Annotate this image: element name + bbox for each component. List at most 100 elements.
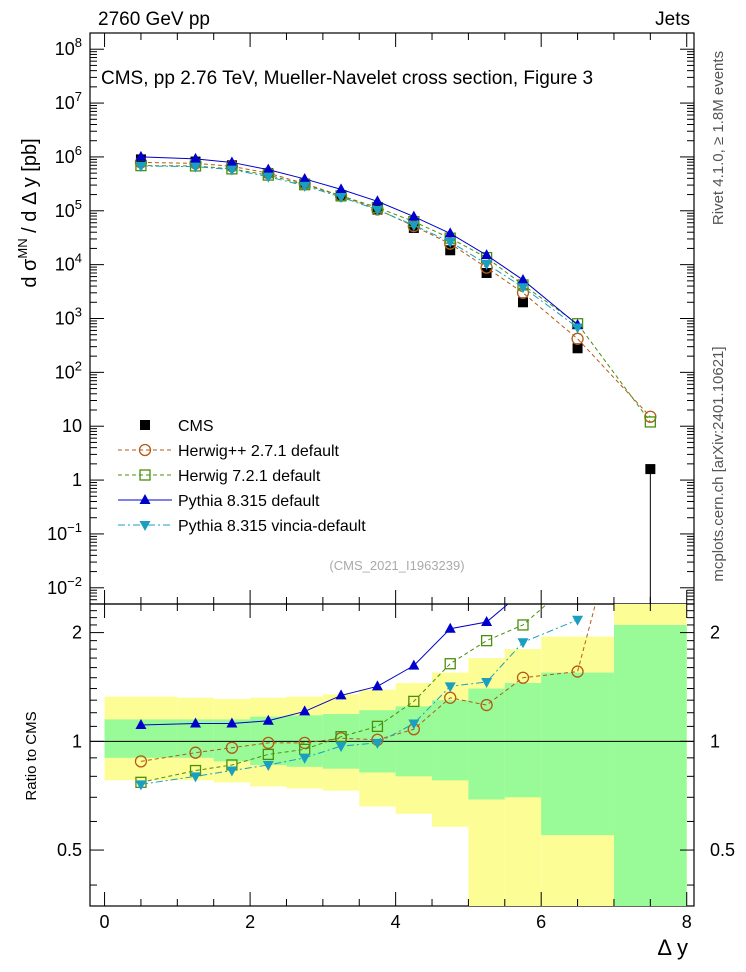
side-rivet-label: Rivet 4.1.0, ≥ 1.8M events	[710, 51, 727, 225]
data-point	[135, 161, 147, 172]
ratio-point	[371, 680, 383, 691]
ratio-point	[190, 717, 202, 728]
data-point	[262, 163, 274, 174]
ratio-point	[572, 615, 584, 626]
y-tick-label: 10	[62, 416, 82, 436]
ratio-point	[408, 695, 420, 708]
ratio-y-tick-label: 2	[72, 623, 82, 643]
ratio-point	[480, 634, 493, 647]
ratio-point	[516, 671, 530, 684]
x-tick-label: 8	[682, 912, 692, 932]
data-point	[571, 332, 584, 345]
ratio-y-tick-label: 0.5	[57, 840, 82, 860]
y-tick-label: 105	[55, 197, 82, 221]
x-tick-label: 6	[536, 912, 546, 932]
series-line	[140, 161, 651, 418]
ratio-point	[262, 760, 274, 771]
data-point	[226, 165, 238, 176]
ratio-point	[517, 585, 528, 595]
y-tick-label: 107	[55, 89, 82, 113]
y-tick-label: 10−1	[47, 520, 82, 544]
ratio-point	[225, 741, 239, 754]
data-point	[517, 297, 528, 308]
data-point	[335, 193, 347, 204]
ratio-series-line	[140, 604, 509, 726]
legend-label: Herwig 7.2.1 default	[178, 468, 321, 485]
ratio-point	[480, 698, 493, 712]
x-tick-label: 2	[245, 912, 255, 932]
data-point	[262, 172, 274, 183]
ratio-point	[444, 682, 456, 693]
series-line	[140, 156, 578, 326]
data-point	[371, 195, 383, 206]
band-inner	[468, 688, 505, 800]
ratio-point	[517, 638, 529, 649]
ratio-y-tick-label: 1	[72, 731, 82, 751]
ratio-point	[335, 689, 347, 700]
y-tick-label: 10−2	[47, 574, 82, 598]
ratio-y-tick-label-right: 2	[710, 623, 720, 643]
data-point	[190, 152, 202, 163]
ratio-point	[262, 748, 274, 761]
ratio-series	[134, 572, 596, 791]
data-point	[572, 343, 583, 354]
ratio-point	[135, 718, 147, 729]
x-axis-label: Δ y	[657, 935, 688, 960]
ratio-point	[262, 714, 274, 725]
legend: CMS Herwig++ 2.7.1 default Herwig 7.2.1 de…	[118, 418, 366, 535]
ratio-point	[335, 742, 347, 753]
ratio-point	[408, 659, 420, 670]
series-line	[140, 165, 651, 423]
ratio-point	[299, 705, 311, 716]
legend-label: Pythia 8.315 default	[178, 493, 320, 510]
ratio-y-tick-label-right: 0.5	[710, 840, 735, 860]
legend-label: CMS	[178, 418, 214, 435]
data-point	[517, 273, 529, 284]
ratio-point	[571, 665, 584, 678]
data-point	[444, 227, 456, 238]
side-mcplots-label: mcplots.cern.ch [arXiv:2401.10621]	[710, 346, 727, 581]
data-point	[645, 464, 656, 475]
ratio-series-line	[140, 619, 578, 785]
data-point	[408, 210, 420, 221]
ratio-y-axis-label: Ratio to CMS	[23, 711, 40, 800]
band-inner	[504, 683, 542, 798]
analysis-watermark: (CMS_2021_I1963239)	[329, 558, 464, 573]
header-energy-label: 2760 GeV pp	[98, 9, 210, 30]
band-inner	[613, 624, 687, 906]
ratio-point	[572, 580, 583, 590]
ratio-uncertainty-bands	[104, 604, 687, 906]
legend-marker	[139, 521, 151, 531]
band-inner	[541, 672, 614, 836]
legend-marker	[139, 469, 151, 481]
ratio-point	[573, 572, 583, 582]
axes-ticks: 0 2 4 6 8 10−2 10−1 1 10 102 103 104 105 106 107 108 0.5…	[47, 32, 735, 932]
ratio-point	[408, 719, 420, 730]
data-point	[644, 416, 656, 428]
x-tick-label: 4	[391, 912, 401, 932]
ratio-point	[481, 615, 493, 626]
data-point	[135, 150, 147, 161]
data-point	[408, 221, 420, 232]
x-tick-label: 0	[100, 912, 110, 932]
ratio-point	[371, 720, 384, 733]
ratio-point	[262, 736, 275, 750]
ratio-plot-frame	[89, 603, 695, 907]
y-tick-label: 108	[55, 35, 82, 59]
ratio-point	[189, 746, 202, 759]
data-point	[190, 162, 202, 173]
legend-marker	[140, 420, 150, 430]
ratio-point	[335, 731, 347, 743]
ratio-point	[298, 736, 311, 750]
y-tick-label: 1	[72, 470, 82, 490]
ratio-y-tick-label-right: 1	[710, 731, 720, 751]
legend-marker	[139, 494, 151, 504]
y-tick-label: 103	[55, 305, 82, 329]
data-point	[445, 245, 456, 256]
data-point	[517, 283, 529, 294]
data-point	[444, 237, 456, 248]
y-tick-label: 102	[55, 358, 82, 382]
ratio-point	[517, 619, 529, 631]
